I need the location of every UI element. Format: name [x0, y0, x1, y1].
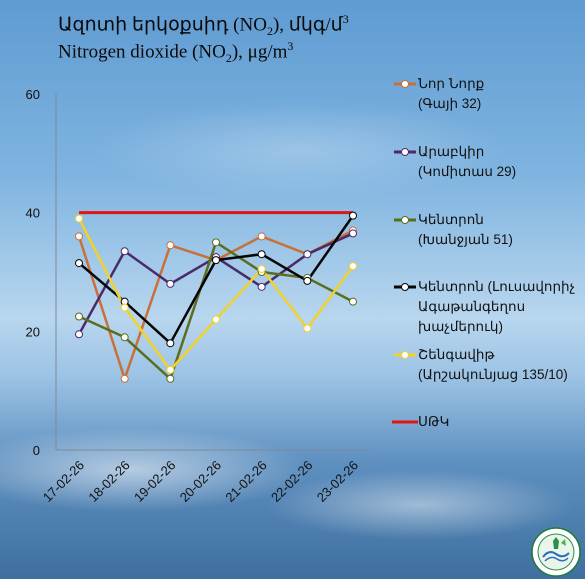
data-point-s3-6: [349, 211, 357, 220]
legend-marker-limit: [392, 420, 418, 424]
data-point-s0-2: [166, 241, 175, 250]
data-point-s1-2: [166, 279, 175, 288]
legend-marker-kentron: [394, 216, 416, 224]
data-point-s4-1: [120, 303, 129, 312]
data-point-s3-0: [75, 259, 83, 268]
data-point-s3-4: [257, 250, 266, 259]
data-point-s4-3: [212, 315, 220, 324]
data-point-s3-5: [303, 276, 312, 285]
x-tick-label: 20-02-26: [177, 458, 224, 505]
y-tick-label: 40: [26, 206, 40, 221]
data-point-s1-5: [303, 250, 312, 259]
legend-sublabel: (Արշակունյաց 135/10): [418, 367, 568, 382]
data-point-s4-5: [303, 324, 312, 333]
ministry-logo: [531, 527, 581, 577]
legend-label: Կենտրոն: [418, 212, 484, 227]
legend-item-shengavit: Շենգավիթ (Արշակունյաց 135/10): [392, 345, 582, 385]
legend-label: Շենգավիթ: [418, 347, 495, 362]
legend-label: ՍԹԿ: [418, 414, 450, 429]
legend-marker-shengavit: [394, 351, 416, 359]
legend-sublabel: Ագաթանգեղոս: [418, 299, 526, 314]
legend-item-kentron-lusavorich: Կենտրոն (Լուսավորիչ Ագաթանգեղոս խաչմերու…: [392, 277, 582, 337]
data-point-s3-3: [212, 256, 220, 265]
x-tick-label: 18-02-26: [85, 458, 132, 505]
data-point-s2-3: [212, 238, 220, 247]
legend-label: Կենտրոն (Լուսավորիչ: [418, 279, 576, 294]
chart-title-english: Nitrogen dioxide (NO2), μg/m3: [58, 39, 294, 66]
legend-sublabel-2: խաչմերուկ): [418, 319, 503, 334]
data-point-s2-0: [75, 312, 83, 321]
data-point-s0-0: [75, 232, 83, 241]
legend-marker-nor-nork: [394, 80, 416, 88]
data-point-s2-6: [349, 297, 357, 306]
y-tick-label: 60: [26, 87, 40, 102]
y-tick-label: 0: [33, 443, 40, 458]
data-point-s2-1: [120, 333, 129, 342]
data-point-s4-2: [166, 365, 175, 374]
x-tick-label: 22-02-26: [268, 458, 315, 505]
legend-item-nor-nork: Նոր Նորք (Գայի 32): [392, 74, 582, 114]
data-point-s1-4: [257, 282, 266, 291]
y-tick-label: 20: [26, 324, 40, 339]
legend-item-limit: ՍԹԿ: [392, 412, 582, 432]
legend-item-arabkir: Արաբկիր (Կոմիտաս 29): [392, 142, 582, 182]
data-point-s2-2: [166, 374, 175, 383]
legend-item-kentron: Կենտրոն (Խանջյան 51): [392, 210, 582, 250]
data-point-s0-1: [120, 374, 129, 383]
legend-sublabel: (Գայի 32): [418, 96, 482, 111]
chart-title-armenian: Ազոտի երկօքսիդ (NO2), մկգ/մ3: [58, 12, 349, 39]
data-point-s4-4: [257, 265, 266, 274]
legend-marker-kentron-lusavorich: [394, 283, 416, 291]
legend-label: Արաբկիր: [418, 144, 485, 159]
data-point-s0-4: [257, 232, 266, 241]
x-tick-label: 19-02-26: [131, 458, 178, 505]
data-point-s4-0: [75, 214, 83, 223]
x-tick-label: 17-02-26: [40, 458, 87, 505]
data-point-s4-6: [349, 262, 357, 271]
legend-marker-arabkir: [394, 148, 416, 156]
data-point-s1-1: [120, 247, 129, 256]
legend-sublabel: (Կոմիտաս 29): [418, 164, 517, 179]
data-point-s3-2: [166, 339, 175, 348]
x-tick-label: 21-02-26: [222, 458, 269, 505]
legend-sublabel: (Խանջյան 51): [418, 232, 513, 247]
legend-label: Նոր Նորք: [418, 76, 485, 91]
data-point-s1-0: [75, 330, 83, 339]
data-point-s1-6: [349, 229, 357, 238]
x-tick-label: 23-02-26: [314, 458, 361, 505]
